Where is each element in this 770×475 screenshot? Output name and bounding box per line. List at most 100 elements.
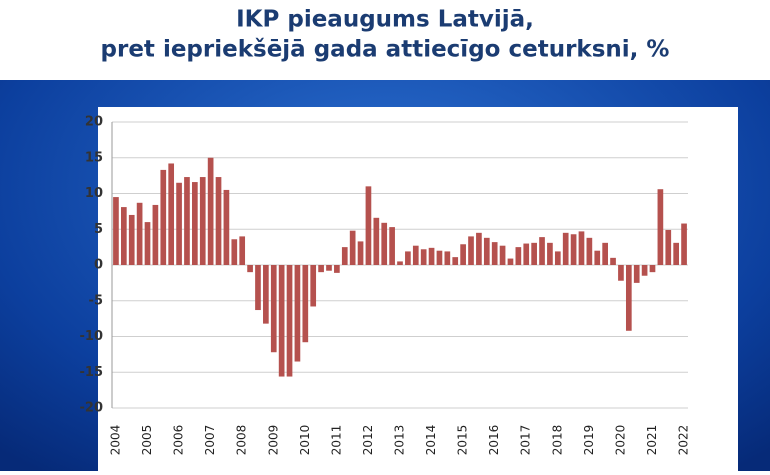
bar: [483, 237, 490, 265]
x-tick-label: 2022: [677, 425, 691, 456]
bar: [160, 169, 167, 265]
x-tick-label: 2009: [266, 425, 280, 456]
bar: [239, 236, 246, 265]
bar: [618, 265, 624, 281]
bar: [531, 242, 537, 265]
bar: [578, 231, 585, 265]
bar: [412, 245, 419, 265]
bar: [152, 204, 159, 265]
y-tick-label: -15: [80, 365, 104, 380]
bar: [255, 265, 261, 311]
bar: [476, 232, 482, 265]
bar: [491, 242, 498, 265]
bar: [428, 247, 435, 265]
y-tick-label: 15: [85, 150, 103, 165]
bar: [286, 265, 293, 377]
plot-panel: [98, 107, 738, 471]
x-tick-label: 2020: [613, 425, 627, 456]
bar: [223, 189, 230, 265]
bar: [499, 245, 506, 265]
y-tick-label: 10: [85, 186, 103, 201]
x-tick-label: 2008: [235, 425, 249, 456]
bar: [278, 265, 285, 377]
bar: [539, 237, 545, 265]
bar: [673, 242, 680, 265]
chart-title: pret iepriekšējā gada attiecīgo ceturksn…: [101, 37, 670, 63]
bar: [649, 265, 656, 273]
bar: [570, 234, 577, 265]
bar: [554, 251, 561, 265]
bar: [602, 242, 608, 265]
y-tick-label: -20: [80, 401, 104, 416]
bar: [302, 265, 309, 343]
bar: [610, 257, 616, 265]
x-tick-label: 2011: [329, 425, 343, 456]
bar: [381, 222, 388, 265]
bar: [176, 182, 182, 265]
bar: [397, 261, 403, 265]
bar: [144, 222, 151, 265]
bar: [136, 202, 143, 265]
bar: [444, 251, 451, 265]
bar: [507, 258, 514, 265]
y-tick-label: -10: [80, 329, 104, 344]
bar: [357, 241, 364, 265]
x-tick-label: 2013: [393, 425, 407, 456]
bar: [113, 197, 119, 265]
bar: [436, 250, 443, 265]
bar: [215, 177, 222, 265]
y-tick-label: 0: [94, 258, 103, 273]
header: [0, 0, 770, 80]
bar: [665, 229, 672, 265]
bar: [373, 217, 380, 265]
bar: [405, 251, 411, 265]
bar: [562, 232, 569, 265]
bar: [207, 157, 214, 265]
x-tick-label: 2018: [550, 425, 564, 456]
bar: [681, 223, 687, 265]
bar: [365, 186, 372, 265]
bar: [168, 163, 175, 265]
bar: [334, 265, 340, 273]
bar: [641, 265, 648, 276]
bar: [128, 214, 135, 265]
bar: [547, 242, 553, 265]
bar: [523, 243, 530, 265]
bar: [389, 227, 395, 265]
bar: [625, 265, 632, 331]
y-tick-label: 20: [85, 115, 103, 130]
x-tick-label: 2016: [487, 425, 501, 456]
x-tick-label: 2014: [424, 425, 438, 456]
bar: [633, 265, 640, 283]
x-tick-label: 2005: [140, 425, 154, 456]
bar: [349, 230, 356, 265]
bar: [460, 244, 466, 265]
bar: [657, 189, 664, 265]
chart-title: IKP pieaugums Latvijā,: [236, 7, 534, 33]
x-tick-label: 2017: [519, 425, 533, 456]
bar: [452, 257, 459, 265]
x-tick-label: 2007: [203, 425, 217, 456]
bar: [586, 237, 593, 265]
bar: [192, 182, 198, 265]
bar: [184, 177, 190, 265]
bar: [515, 247, 522, 265]
bar: [594, 250, 601, 265]
y-tick-label: -5: [89, 293, 103, 308]
x-tick-label: 2021: [645, 425, 659, 456]
bar: [247, 265, 253, 273]
bar: [199, 177, 206, 265]
bar: [310, 265, 317, 307]
x-tick-label: 2019: [582, 425, 596, 456]
bar: [341, 247, 348, 265]
x-tick-label: 2004: [108, 425, 122, 456]
bar: [120, 207, 127, 265]
bar: [326, 265, 332, 271]
bar: [270, 265, 277, 353]
bar: [420, 249, 427, 265]
x-tick-label: 2010: [298, 425, 312, 456]
bar: [294, 265, 301, 362]
y-tick-label: 5: [94, 222, 103, 237]
bar: [263, 265, 269, 324]
